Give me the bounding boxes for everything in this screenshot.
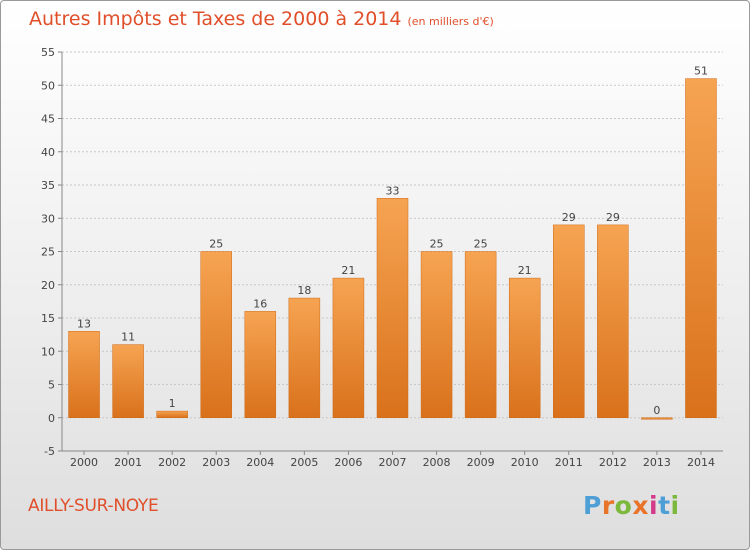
y-tick-label: 15 [41,312,55,325]
chart-title-unit: (en milliers d'€) [407,15,494,28]
brand-letter: t [658,491,671,520]
y-tick-label: 50 [41,79,55,92]
y-tick-label: 30 [41,212,55,225]
y-tick-label: 55 [41,46,55,59]
bar [156,410,188,419]
brand-letter: x [632,491,649,520]
bar [553,224,585,418]
y-tick-label: 25 [41,246,55,259]
x-tick-label: 2013 [643,456,671,469]
x-tick-label: 2000 [70,456,98,469]
x-tick-label: 2010 [511,456,539,469]
y-tick-label: 10 [41,345,55,358]
brand-letter: i [670,491,680,520]
bar-value-label: 25 [209,238,223,251]
bar-value-label: 21 [341,264,355,277]
x-tick-label: 2007 [379,456,407,469]
bar-value-label: 29 [562,211,576,224]
brand-letter: P [583,491,602,520]
y-tick-label: 40 [41,146,55,159]
bar [112,344,144,419]
y-tick-label: 35 [41,179,55,192]
y-tick-label: 0 [48,412,55,425]
bar [68,331,100,418]
bar-value-label: 25 [430,238,444,251]
bar-value-label: 51 [694,65,708,78]
bar [244,311,277,419]
x-tick-label: 2012 [599,456,627,469]
bar-value-label: 18 [297,284,311,297]
x-tick-label: 2014 [687,456,715,469]
bar-value-label: 21 [518,264,532,277]
bar [508,277,541,418]
x-tick-label: 2003 [202,456,230,469]
y-tick-label: -5 [44,445,55,458]
bar [332,277,365,418]
y-tick-label: 45 [41,113,55,126]
x-tick-label: 2009 [467,456,495,469]
brand-letter: r [601,491,615,520]
bar-value-label: 29 [606,211,620,224]
brand-letter: o [614,491,633,520]
x-tick-label: 2011 [555,456,583,469]
bar-value-label: 1 [169,397,176,410]
x-tick-label: 2002 [158,456,186,469]
place-name: AILLY-SUR-NOYE [28,496,159,516]
y-tick-label: 5 [48,379,55,392]
bar-value-label: 16 [253,297,267,310]
x-tick-label: 2008 [423,456,451,469]
bar [641,417,673,420]
bar-value-label: 0 [653,404,660,417]
bar [200,251,232,418]
bar-value-label: 11 [121,331,135,344]
chart-title: Autres Impôts et Taxes de 2000 à 2014 (en… [29,8,494,30]
x-tick-label: 2004 [246,456,274,469]
bar-value-label: 33 [386,184,400,197]
bar-value-label: 25 [474,238,488,251]
bar [464,251,497,418]
bar [420,251,453,418]
brand-letter: i [649,491,659,520]
x-tick-label: 2005 [290,456,318,469]
x-tick-label: 2001 [114,456,142,469]
bar [597,224,629,418]
bar [288,297,321,418]
y-tick-label: 20 [41,279,55,292]
bar [685,78,717,418]
x-tick-label: 2006 [334,456,362,469]
chart-title-main: Autres Impôts et Taxes de 2000 à 2014 [29,8,402,30]
bar-value-label: 13 [77,317,91,330]
brand-logo: Proxiti [583,491,680,520]
bar [376,198,409,418]
